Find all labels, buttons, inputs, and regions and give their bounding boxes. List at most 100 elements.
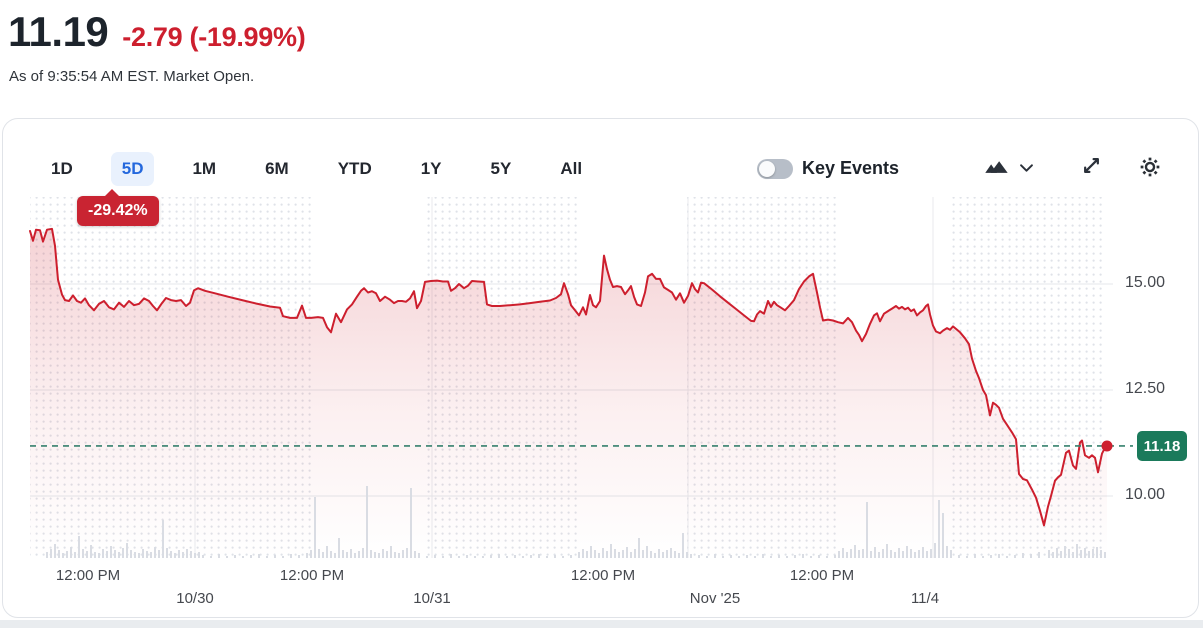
key-events-label: Key Events — [802, 158, 900, 178]
tab-all[interactable]: All — [549, 152, 593, 186]
volume-bar — [310, 550, 312, 558]
volume-bar — [618, 552, 620, 558]
current-price-dot — [1101, 440, 1113, 452]
volume-bar — [162, 520, 164, 558]
volume-bar — [90, 545, 92, 558]
volume-bar — [354, 553, 356, 558]
volume-bar — [78, 536, 80, 558]
volume-bar — [850, 549, 852, 558]
volume-bar — [894, 552, 896, 558]
volume-bar — [82, 549, 84, 558]
change-tooltip: -29.42% — [77, 189, 159, 226]
volume-bar — [242, 556, 244, 558]
tab-ytd[interactable]: YTD — [327, 152, 383, 186]
volume-bar — [338, 538, 340, 558]
volume-bar — [490, 555, 492, 558]
tooltip-text: -29.42% — [88, 202, 148, 219]
volume-bar — [346, 552, 348, 558]
volume-bar — [646, 546, 648, 558]
volume-bar — [838, 551, 840, 558]
volume-bar — [182, 552, 184, 558]
fullscreen-button[interactable] — [1082, 156, 1101, 175]
volume-bar — [922, 547, 924, 558]
volume-bar — [306, 553, 308, 558]
volume-bar — [642, 550, 644, 558]
volume-bar — [650, 551, 652, 558]
volume-bar — [818, 555, 820, 558]
volume-bar — [1072, 552, 1074, 558]
volume-bar — [366, 486, 368, 558]
y-axis-label: 12.50 — [1125, 380, 1166, 397]
volume-bar — [466, 555, 468, 558]
volume-bar — [1084, 548, 1086, 558]
tab-5y[interactable]: 5Y — [480, 152, 523, 186]
volume-bar — [918, 550, 920, 558]
volume-bar — [842, 548, 844, 558]
volume-bar — [378, 553, 380, 558]
volume-bar — [358, 551, 360, 558]
volume-bar — [350, 549, 352, 558]
volume-bar — [386, 551, 388, 558]
x-axis-label: 12:00 PM — [789, 567, 855, 584]
settings-button[interactable] — [1139, 156, 1161, 178]
volume-bar — [190, 551, 192, 558]
key-events-toggle[interactable] — [757, 159, 793, 179]
tab-1d[interactable]: 1D — [40, 152, 84, 186]
volume-bar — [234, 555, 236, 558]
volume-bar — [1014, 555, 1016, 558]
volume-bar — [778, 555, 780, 558]
page-background-strip — [0, 620, 1203, 628]
volume-bar — [926, 551, 928, 558]
volume-bar — [342, 550, 344, 558]
volume-bar — [1088, 551, 1090, 558]
volume-bar — [458, 556, 460, 558]
x-axis-label: 12:00 PM — [279, 567, 345, 584]
volume-bar — [46, 552, 48, 558]
chevron-down-icon — [1020, 164, 1033, 172]
volume-bar — [474, 556, 476, 558]
volume-bar — [586, 551, 588, 558]
chart-type-button[interactable] — [985, 158, 1009, 174]
volume-bar — [1096, 547, 1098, 558]
volume-bar — [94, 552, 96, 558]
tab-1y[interactable]: 1Y — [410, 152, 453, 186]
volume-bar — [622, 550, 624, 558]
x-axis-label: 12:00 PM — [55, 567, 121, 584]
volume-bar — [934, 543, 936, 558]
volume-bar — [122, 548, 124, 558]
volume-bar — [990, 555, 992, 558]
volume-bar — [290, 554, 292, 558]
volume-bar — [414, 551, 416, 558]
volume-bar — [170, 551, 172, 558]
volume-bar — [826, 556, 828, 558]
price-change: -2.79 (-19.99%) — [122, 22, 306, 52]
volume-bar — [974, 554, 976, 558]
volume-bar — [166, 548, 168, 558]
volume-bar — [370, 550, 372, 558]
volume-bar — [394, 552, 396, 558]
x-axis-label: Nov '25 — [689, 590, 741, 607]
volume-bar — [282, 556, 284, 558]
volume-bar — [434, 555, 436, 558]
tab-6m[interactable]: 6M — [254, 152, 300, 186]
price-header: 11.19 -2.79 (-19.99%) — [8, 8, 306, 56]
volume-bar — [602, 548, 604, 558]
volume-bar — [614, 549, 616, 558]
chart-type-dropdown[interactable] — [1020, 164, 1033, 172]
volume-bar — [598, 553, 600, 558]
tab-5d[interactable]: 5D — [110, 152, 155, 186]
volume-bar — [118, 552, 120, 558]
volume-bar — [854, 545, 856, 558]
volume-bar — [722, 556, 724, 558]
volume-bar — [374, 552, 376, 558]
volume-bar — [690, 554, 692, 558]
volume-bar — [406, 548, 408, 558]
volume-bar — [514, 555, 516, 558]
volume-bar — [398, 553, 400, 558]
volume-bar — [770, 556, 772, 558]
tab-1m[interactable]: 1M — [181, 152, 227, 186]
volume-bar — [146, 551, 148, 558]
volume-bar — [86, 551, 88, 558]
volume-bar — [870, 551, 872, 558]
